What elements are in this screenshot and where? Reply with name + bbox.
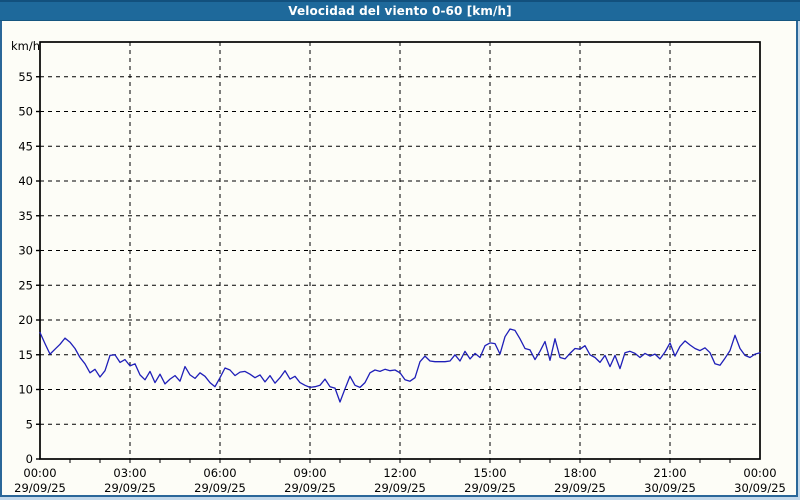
chart-title: Velocidad del viento 0-60 [km/h] xyxy=(288,4,512,18)
chart-frame xyxy=(0,21,798,497)
chart-title-bar: Velocidad del viento 0-60 [km/h] xyxy=(0,0,800,21)
